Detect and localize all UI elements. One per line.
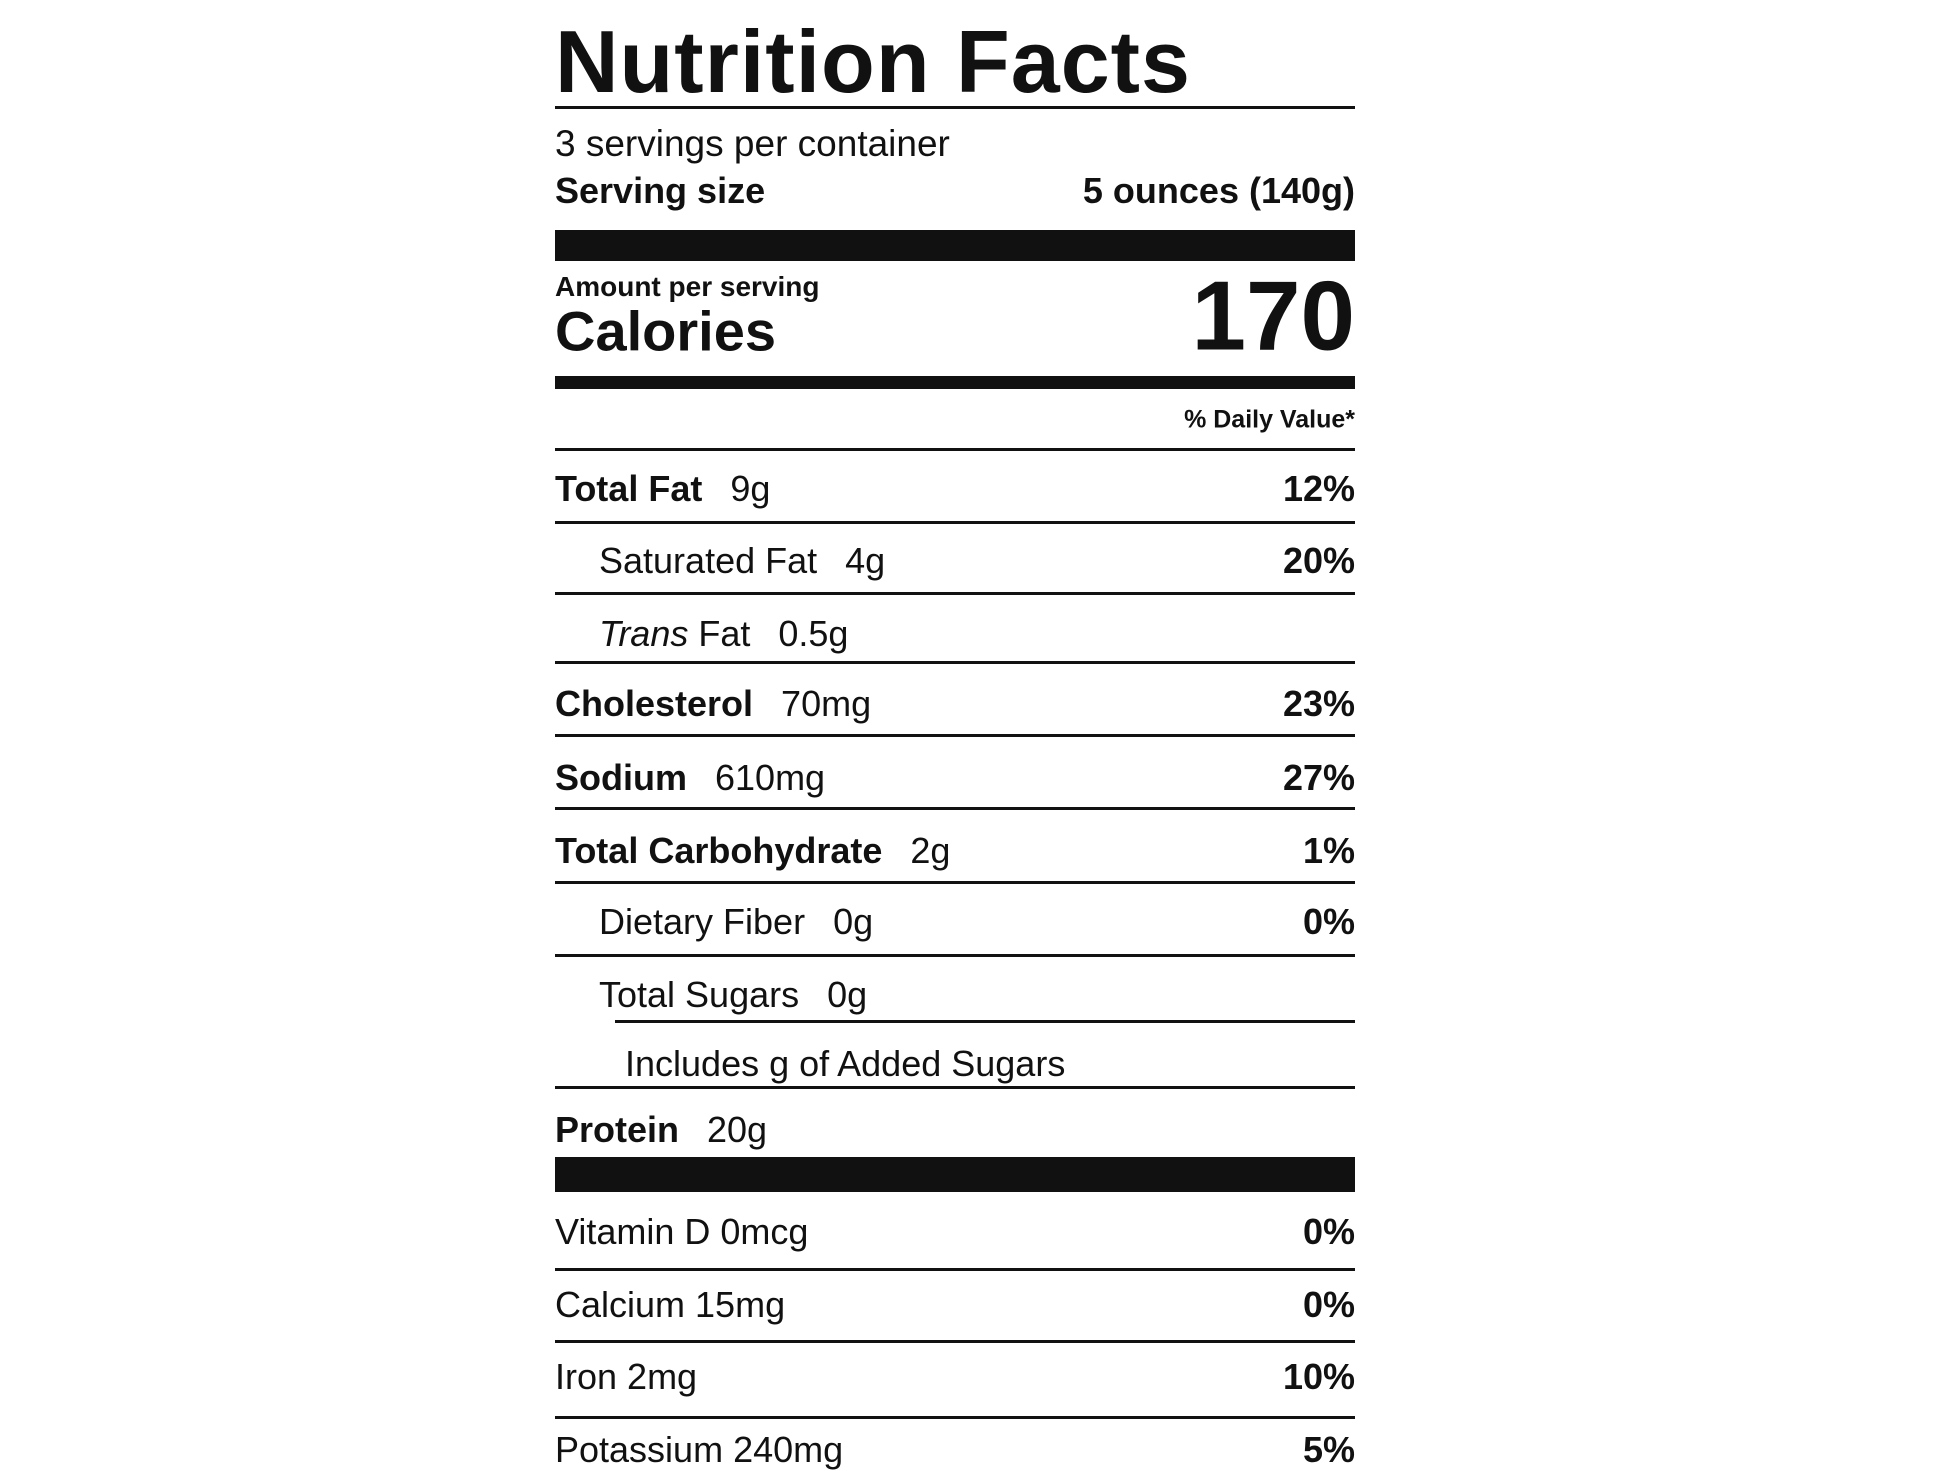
daily-value: 20% [1282,540,1355,581]
nutrient-amount: 70mg [781,683,872,724]
nutrient-name: Saturated Fat [599,540,818,581]
nutrient-name: Protein [555,1109,680,1150]
nutrient-row: Includes g of Added Sugars [555,1043,1355,1085]
servings: 3 servings per container [555,123,950,164]
vitamin-row: Vitamin D 0mcg 0% [555,1211,1355,1253]
rule [555,1340,1355,1343]
nutrient-row: Trans Fat 0.5g [555,613,1355,655]
vitamin-amount: 15mg [695,1284,786,1325]
rule [555,1157,1355,1192]
nutrient-name: Total Fat [555,468,703,509]
nutrient-row: Total Fat 9g 12% [555,468,1355,510]
nutrient-name: Total Sugars [599,974,800,1015]
daily-value: 0% [1302,1284,1355,1325]
daily-value: 0% [1302,1211,1355,1252]
daily-value: 0% [1302,901,1355,942]
rule [555,1086,1355,1089]
serving-size-value: 5 ounces (140g) [1082,170,1355,211]
daily-value-header: % Daily Value* [1184,405,1355,434]
title: Nutrition Facts [555,12,1191,111]
nutrient-amount: 0g [827,974,868,1015]
daily-value: 1% [1302,830,1355,871]
daily-value: 5% [1302,1429,1355,1470]
daily-value: 27% [1282,757,1355,798]
amount-per-serving: Amount per serving [555,271,820,302]
rule [555,881,1355,884]
vitamin-row: Calcium 15mg 0% [555,1284,1355,1326]
nutrient-name: Total Carbohydrate [555,830,883,871]
rule [615,1020,1355,1023]
serving-size-row: Serving size 5 ounces (140g) [555,170,1355,212]
rule [555,661,1355,664]
rule [555,1416,1355,1419]
nutrient-name: Dietary Fiber [599,901,806,942]
vitamin-amount: 0mcg [720,1211,809,1252]
medium-bar [555,376,1355,389]
rule [555,954,1355,957]
daily-value: 12% [1282,468,1355,509]
calories-value: 170 [1191,260,1355,371]
rule [555,521,1355,524]
nutrient-amount: 20g [707,1109,768,1150]
nutrient-amount: 4g [845,540,886,581]
vitamin-row: Potassium 240mg 5% [555,1429,1355,1471]
daily-value: 10% [1282,1356,1355,1397]
serving-size-label: Serving size [555,170,766,211]
note: Includes g of Added Sugars [625,1043,1066,1084]
nutrient-amount: 2g [910,830,951,871]
thick-bar [555,230,1355,261]
rule [555,106,1355,109]
rule [555,592,1355,595]
nutrient-amount: 9g [730,468,771,509]
nutrient-row: Protein 20g [555,1109,1355,1151]
nutrition-label: Nutrition Facts 3 servings per container… [555,0,1355,1470]
nutrient-name: Sodium [555,757,687,798]
vitamin-amount: 2mg [627,1356,698,1397]
name-prefix: Trans [599,613,689,654]
nutrient-row: Saturated Fat 4g 20% [555,540,1355,582]
nutrient-row: Sodium 610mg 27% [555,757,1355,799]
nutrient-name: Cholesterol [555,683,754,724]
nutrient-name: Fat [698,613,751,654]
rule [555,1268,1355,1271]
vitamin-name: Vitamin D [555,1211,711,1252]
vitamin-name: Calcium [555,1284,686,1325]
vitamin-name: Potassium [555,1429,724,1470]
nutrient-row: Total Carbohydrate 2g 1% [555,830,1355,872]
nutrient-row: Cholesterol 70mg 23% [555,683,1355,725]
daily-value: 23% [1282,683,1355,724]
nutrient-amount: 0.5g [778,613,849,654]
vitamin-amount: 240mg [733,1429,844,1470]
calories-label: Calories [555,299,776,363]
rule [555,734,1355,737]
vitamin-name: Iron [555,1356,618,1397]
rule [555,807,1355,810]
nutrient-row: Dietary Fiber 0g 0% [555,901,1355,943]
nutrient-row: Total Sugars 0g [555,974,1355,1016]
rule [555,448,1355,451]
nutrient-amount: 610mg [715,757,826,798]
vitamin-row: Iron 2mg 10% [555,1356,1355,1398]
nutrient-amount: 0g [833,901,874,942]
